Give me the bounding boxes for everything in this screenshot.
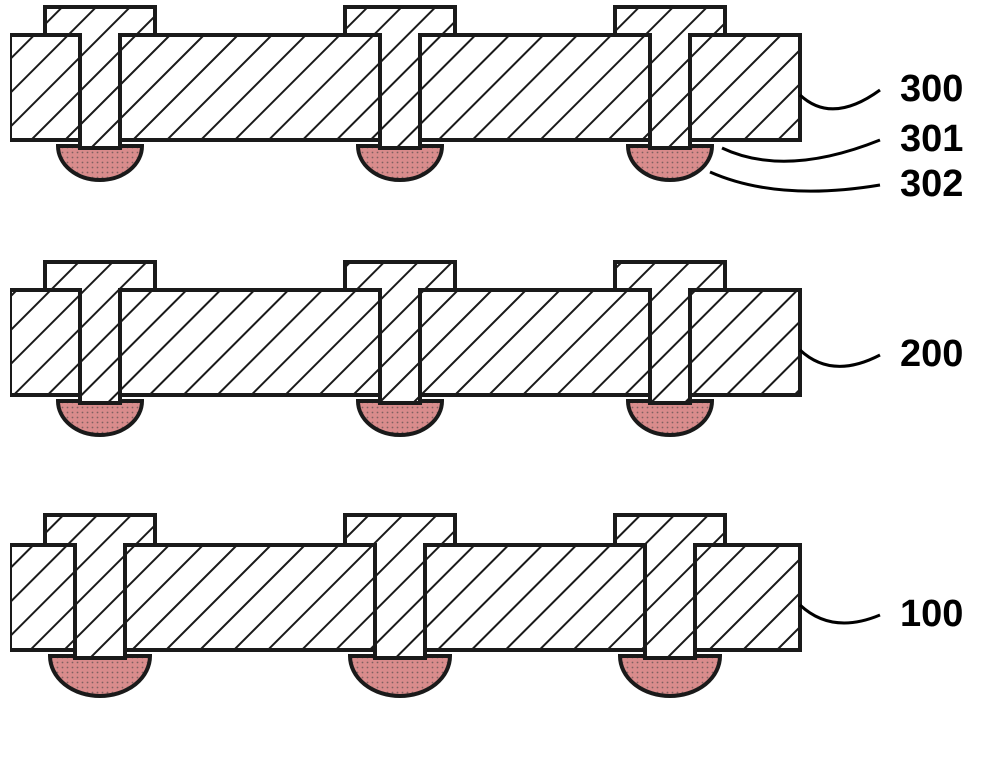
layer-middle bbox=[10, 262, 800, 435]
diagram-svg: 300 301302 200 100 bbox=[0, 0, 1000, 764]
layer-bottom bbox=[10, 515, 800, 696]
callout-label: 301 bbox=[900, 118, 963, 160]
callout-label: 300 bbox=[900, 68, 963, 110]
callout-label: 302 bbox=[900, 163, 963, 205]
callout-label: 100 bbox=[900, 593, 963, 635]
layer-top bbox=[10, 7, 800, 180]
diagram-container: 300 301302 200 100 bbox=[0, 0, 1000, 764]
callout-label: 200 bbox=[900, 333, 963, 375]
